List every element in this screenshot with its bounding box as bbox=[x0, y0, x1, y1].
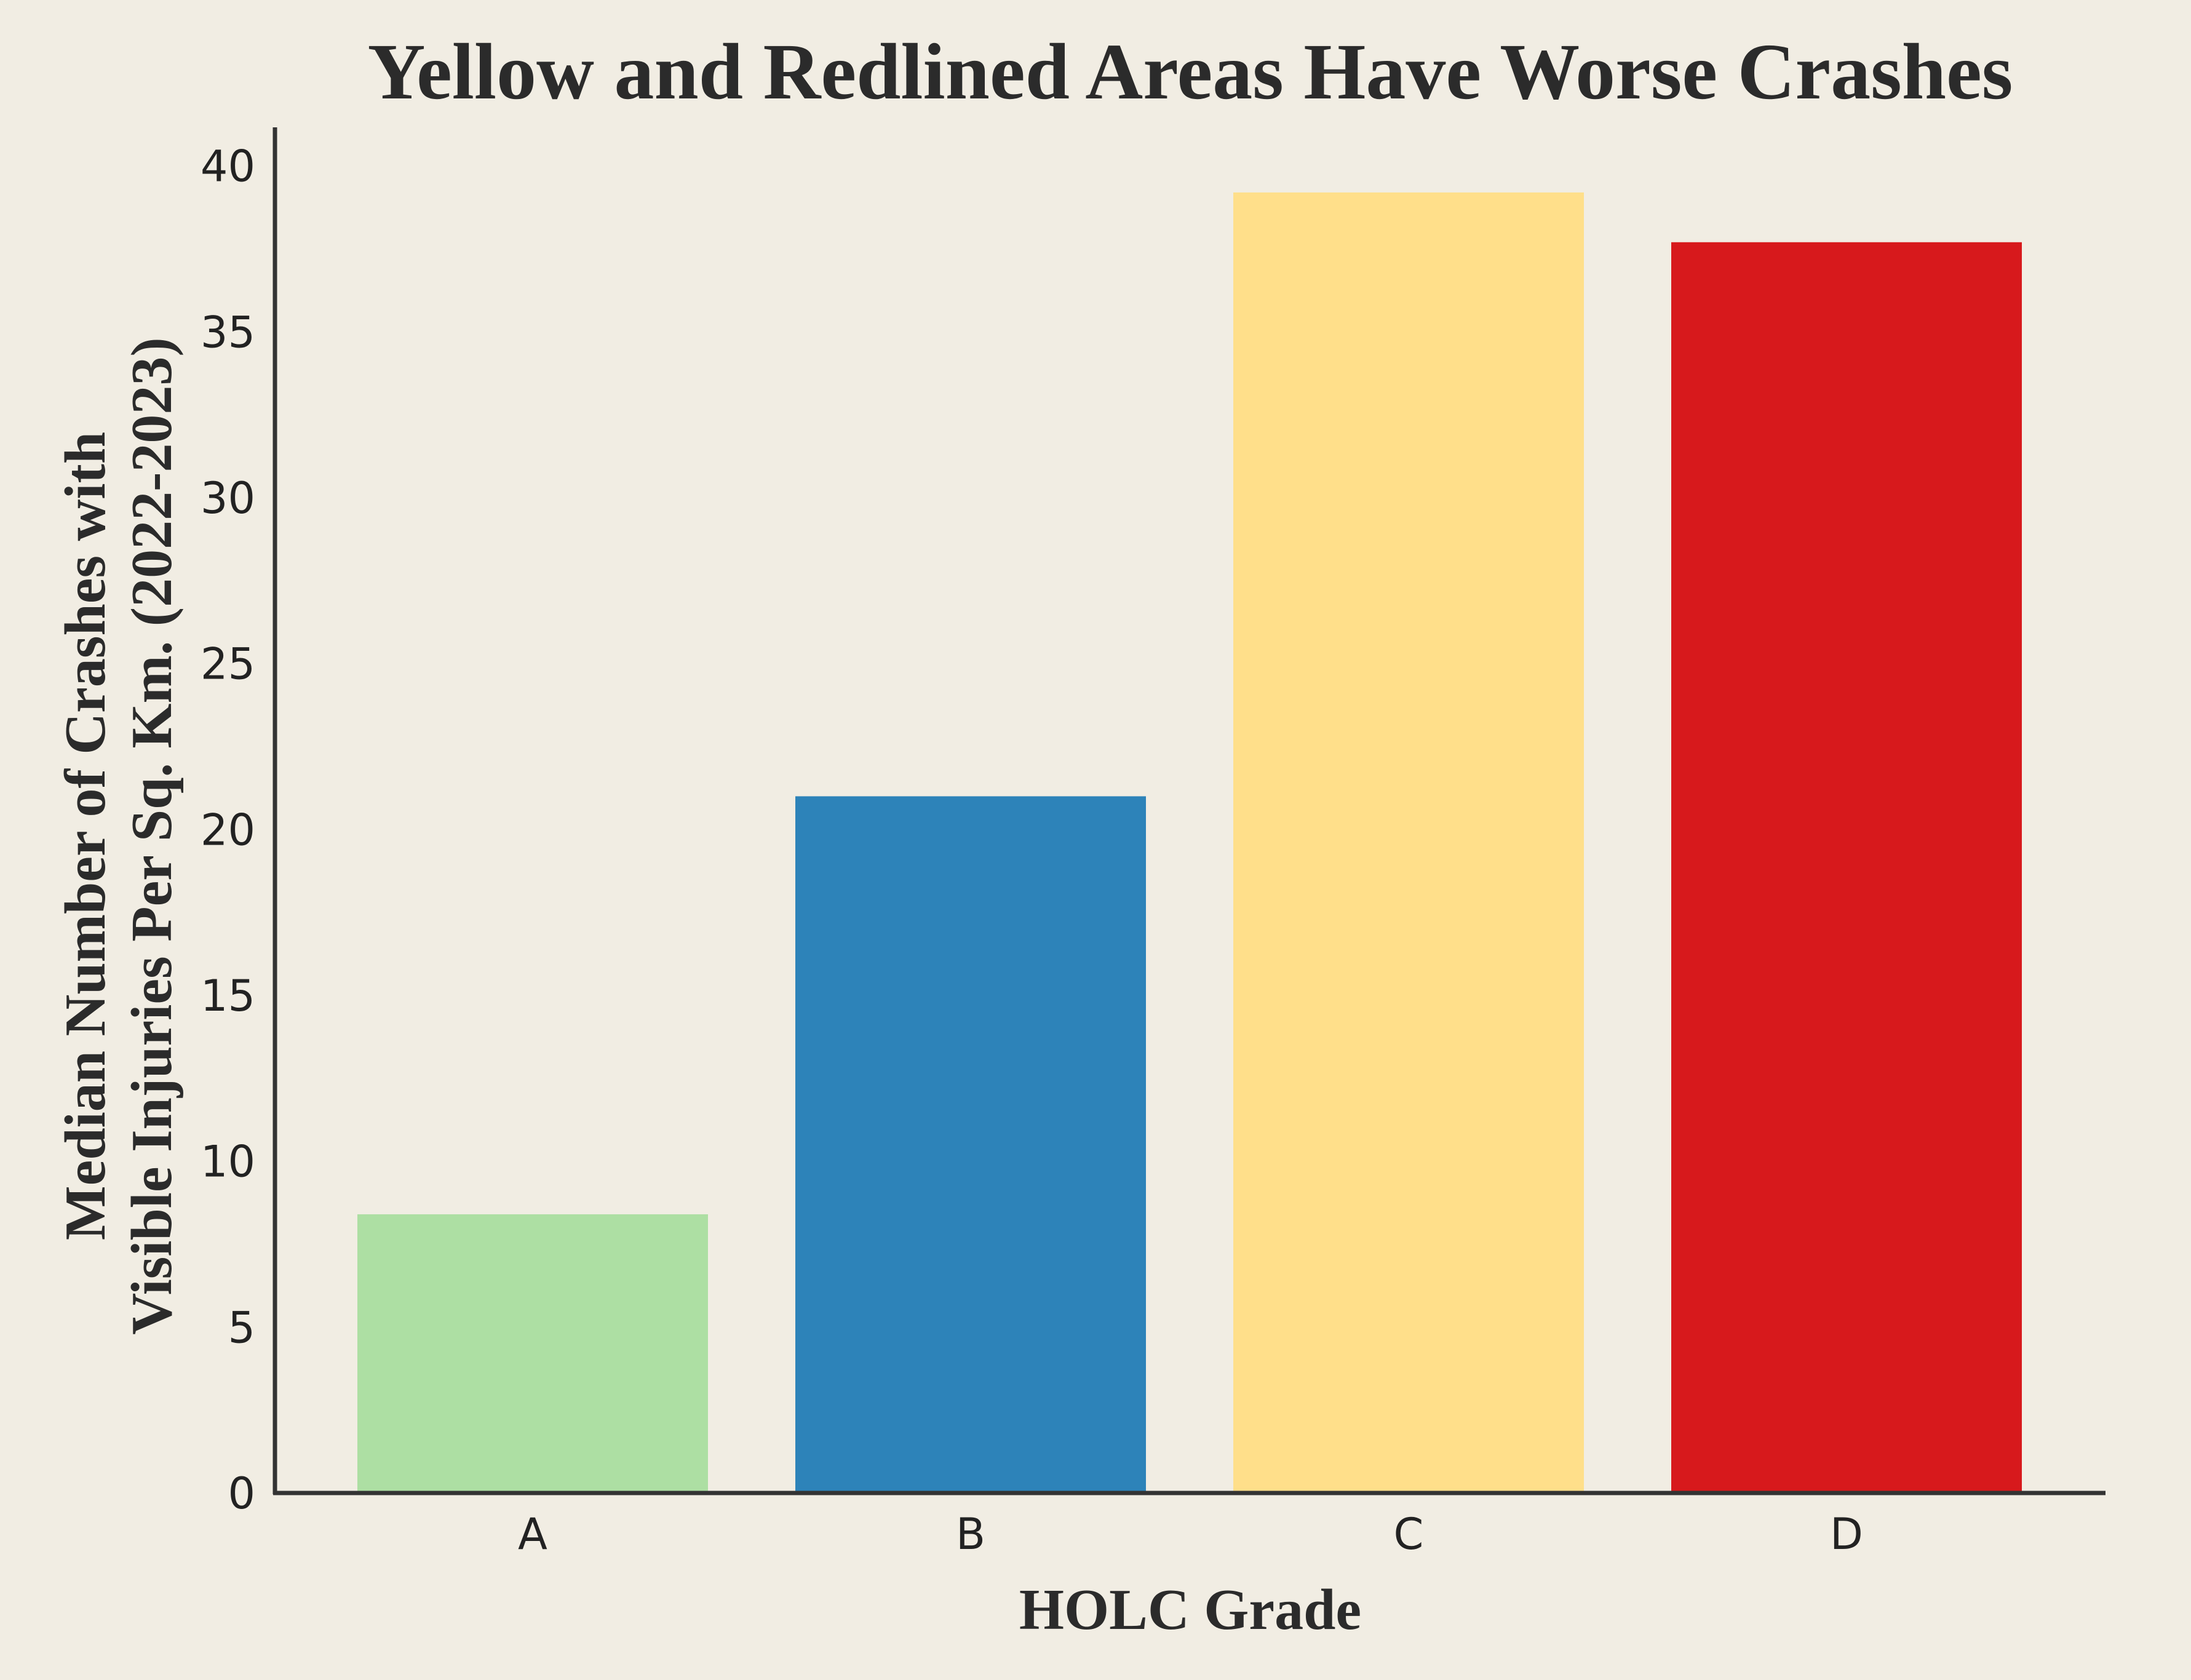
y-tick-label-25: 25 bbox=[201, 639, 255, 690]
y-tick-label-10: 10 bbox=[201, 1137, 255, 1187]
bars bbox=[357, 192, 2022, 1494]
x-tick-label-c: C bbox=[1394, 1509, 1424, 1559]
y-axis-label-line-2: Visible Injuries Per Sq. Km. (2022-2023) bbox=[120, 337, 184, 1334]
y-tick-label-0: 0 bbox=[228, 1468, 255, 1519]
y-tick-label-40: 40 bbox=[201, 141, 255, 192]
chart-title: Yellow and Redlined Areas Have Worse Cra… bbox=[368, 28, 2013, 116]
y-tick-label-15: 15 bbox=[201, 971, 255, 1021]
y-tick-label-5: 5 bbox=[228, 1302, 255, 1353]
y-tick-label-35: 35 bbox=[201, 307, 255, 357]
bar-d bbox=[1671, 242, 2022, 1493]
bar-b bbox=[795, 796, 1146, 1493]
x-tick-label-d: D bbox=[1830, 1509, 1863, 1559]
x-axis-ticks: A B C D bbox=[518, 1509, 1863, 1559]
y-axis-label-line-1: Median Number of Crashes with bbox=[54, 432, 117, 1240]
y-tick-label-30: 30 bbox=[201, 473, 255, 524]
bar-a bbox=[357, 1214, 708, 1493]
bar-c bbox=[1233, 192, 1584, 1494]
y-tick-label-20: 20 bbox=[201, 805, 255, 855]
x-tick-label-a: A bbox=[518, 1509, 547, 1559]
x-axis-label: HOLC Grade bbox=[1019, 1578, 1361, 1642]
y-axis-ticks: 0 5 10 15 20 25 30 35 40 bbox=[201, 141, 255, 1519]
x-tick-label-b: B bbox=[956, 1509, 985, 1559]
y-axis-label: Median Number of Crashes with Visible In… bbox=[54, 337, 184, 1334]
